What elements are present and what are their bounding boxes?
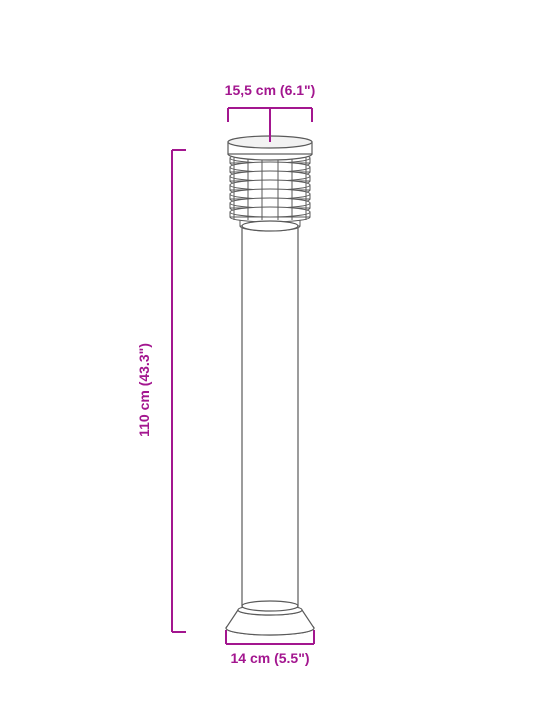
- diagram-canvas: 15,5 cm (6.1") 110 cm (43.3") 14 cm (5.5…: [0, 0, 540, 720]
- dimension-label-left: 110 cm (43.3"): [136, 343, 152, 437]
- dimension-label-top: 15,5 cm (6.1"): [225, 82, 316, 98]
- dimension-label-bottom: 14 cm (5.5"): [230, 650, 309, 666]
- diagram-svg: [0, 0, 540, 720]
